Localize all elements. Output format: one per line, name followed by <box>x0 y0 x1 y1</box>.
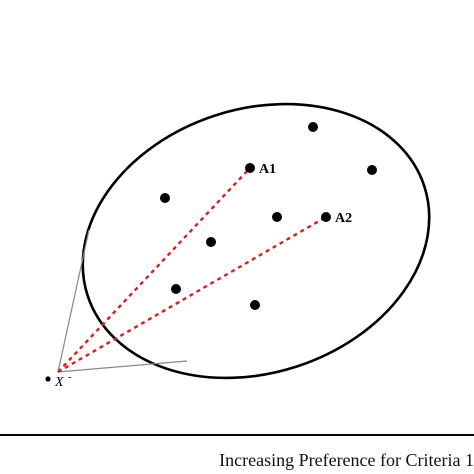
alternative-point-p4 <box>367 165 377 175</box>
distance-line-a1 <box>57 167 251 373</box>
alternative-point-p7 <box>206 237 216 247</box>
alternative-point-a1 <box>245 163 255 173</box>
alternative-point-p3 <box>308 122 318 132</box>
alternative-point-p5 <box>160 193 170 203</box>
origin-label: X <box>54 375 64 390</box>
alternative-point-p6 <box>272 212 282 222</box>
tangent-line-lower <box>57 360 188 373</box>
origin-superscript: - <box>68 371 72 383</box>
feasible-region-ellipse <box>81 102 431 380</box>
alternative-points: A1 A2 <box>160 122 377 310</box>
point-label-a2: A2 <box>335 211 352 226</box>
alternative-point-a2 <box>321 212 331 222</box>
point-label-a1: A1 <box>259 162 276 177</box>
x-axis-caption: Increasing Preference for Criteria 1 <box>219 450 474 470</box>
distance-line-a2 <box>57 215 327 374</box>
tangent-line-upper <box>57 229 90 373</box>
origin-point <box>45 376 51 382</box>
alternative-point-p9 <box>250 300 260 310</box>
alternative-point-p8 <box>171 284 181 294</box>
